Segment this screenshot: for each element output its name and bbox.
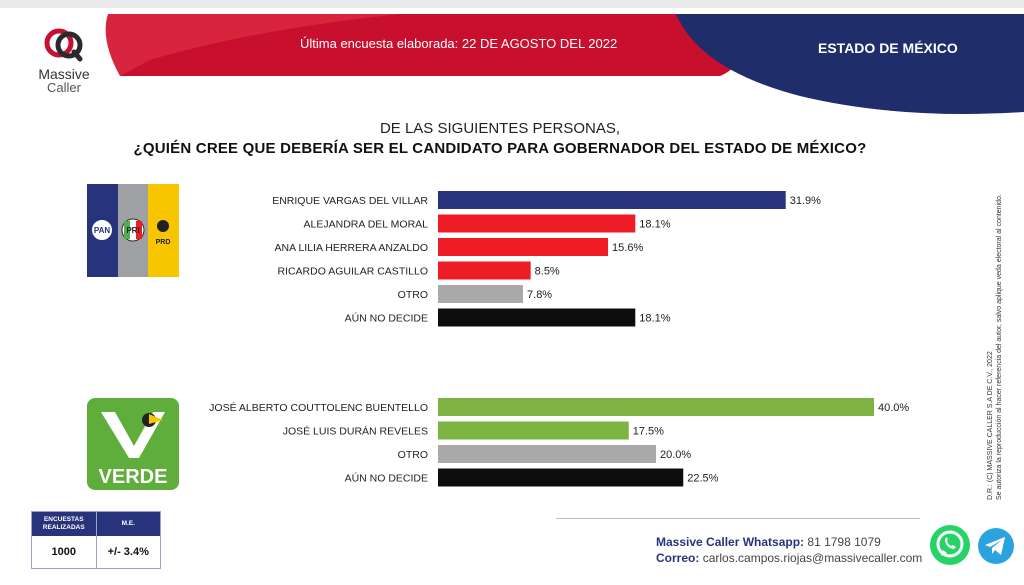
- coalition-bar: [438, 238, 609, 256]
- verde-category-label: JOSÉ LUIS DURÁN REVELES: [283, 425, 428, 438]
- verde-bar: [438, 468, 684, 487]
- whatsapp-line: Massive Caller Whatsapp: 81 1798 1079: [656, 534, 922, 550]
- coalition-bar: [438, 214, 636, 233]
- whatsapp-number[interactable]: 81 1798 1079: [807, 535, 881, 549]
- prd-label: PRD: [156, 239, 171, 246]
- verde-label: VERDE: [99, 466, 168, 488]
- surveys-margin: +/- 3.4%: [107, 546, 149, 558]
- question-line1: DE LAS SIGUIENTES PERSONAS,: [379, 120, 621, 137]
- coalition-value-label: 31.9%: [790, 195, 821, 207]
- coalition-value-label: 8.5%: [535, 266, 560, 278]
- footer-divider: [556, 518, 920, 519]
- coalition-bar: [438, 191, 786, 209]
- massive-caller-logo: Massive Caller: [24, 26, 104, 94]
- verde-category-label: OTRO: [398, 449, 428, 461]
- surveys-box: ENCUESTAS REALIZADAS M.E. 1000 +/- 3.4%: [31, 511, 161, 569]
- email-label: Correo:: [656, 551, 700, 565]
- question-line2: ¿QUIÉN CREE QUE DEBERÍA SER EL CANDIDATO…: [133, 140, 867, 157]
- survey-date: Última encuesta elaborada: 22 DE AGOSTO …: [300, 36, 618, 51]
- coalition-value-label: 18.1%: [639, 219, 670, 231]
- verde-logo: VERDE: [87, 398, 179, 490]
- surveys-count: 1000: [32, 536, 97, 568]
- coalition-category-label: ANA LILIA HERRERA ANZALDO: [275, 242, 428, 254]
- verde-value-label: 20.0%: [660, 449, 691, 461]
- coalition-value-label: 15.6%: [612, 242, 643, 254]
- verde-value-label: 17.5%: [633, 426, 664, 438]
- coalition-category-label: OTRO: [398, 289, 428, 301]
- surveys-row: 1000 +/- 3.4%: [32, 536, 160, 568]
- verde-bar: [438, 398, 874, 416]
- copyright-line1: D.R.: (C) MASSIVE CALLER S.A DE C.V., 20…: [987, 351, 994, 500]
- coalition-category-label: RICARDO AGUILAR CASTILLO: [277, 266, 428, 278]
- coalition-flag: PAN PRI PRD: [87, 184, 179, 277]
- logo-line1: Massive: [38, 66, 90, 82]
- whatsapp-label: Massive Caller Whatsapp:: [656, 535, 805, 549]
- verde-category-label: JOSÉ ALBERTO COUTTOLENC BUENTELLO: [209, 401, 428, 414]
- coalition-value-label: 18.1%: [639, 313, 670, 325]
- coalition-bar: [438, 261, 531, 280]
- coalition-bar: [438, 308, 636, 327]
- coalition-value-label: 7.8%: [527, 289, 552, 301]
- verde-bar: [438, 421, 629, 440]
- verde-category-label: AÚN NO DECIDE: [345, 472, 428, 485]
- verde-bar: [438, 445, 656, 463]
- pan-label: PAN: [94, 226, 111, 235]
- coalition-category-label: ENRIQUE VARGAS DEL VILLAR: [272, 195, 428, 207]
- telegram-icon[interactable]: [977, 527, 1015, 565]
- region-title: ESTADO DE MÉXICO: [818, 40, 958, 56]
- logo-line2: Caller: [47, 80, 81, 95]
- verde-value-label: 22.5%: [687, 473, 718, 485]
- coalition-category-label: AÚN NO DECIDE: [345, 312, 428, 325]
- coalition-bar: [438, 285, 524, 303]
- surveys-col1-header: ENCUESTAS REALIZADAS: [32, 512, 97, 536]
- surveys-header: ENCUESTAS REALIZADAS M.E.: [32, 512, 160, 536]
- email-line: Correo: carlos.campos.riojas@massivecall…: [656, 550, 922, 566]
- surveys-col2-header: M.E.: [121, 520, 135, 527]
- whatsapp-icon[interactable]: [929, 524, 971, 566]
- verde-value-label: 40.0%: [878, 402, 909, 414]
- email-address[interactable]: carlos.campos.riojas@massivecaller.com: [702, 551, 923, 565]
- copyright-note: D.R.: (C) MASSIVE CALLER S.A DE C.V., 20…: [986, 140, 1004, 500]
- contact-info: Massive Caller Whatsapp: 81 1798 1079 Co…: [656, 534, 922, 566]
- coalition-category-label: ALEJANDRA DEL MORAL: [304, 219, 429, 231]
- pri-label: PRI: [126, 226, 139, 235]
- copyright-line2: Se autoriza la reproducción al hacer ref…: [996, 194, 1003, 500]
- massive-caller-logo-icon: [44, 28, 83, 62]
